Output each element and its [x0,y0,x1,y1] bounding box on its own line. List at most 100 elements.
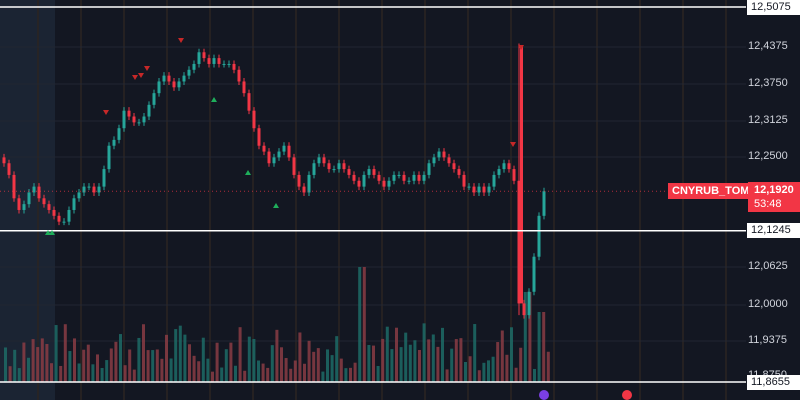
volume-bar [450,348,454,382]
volume-bar [307,340,311,382]
volume-bar [105,360,109,382]
candle [517,180,521,304]
candle [152,93,156,105]
candle [177,81,181,88]
volume-bar [533,368,536,382]
candle [337,163,341,170]
candle [372,169,376,175]
volume-bar [123,365,127,382]
volume-bar [537,312,541,382]
volume-bar [505,354,509,382]
volume-bar [445,369,449,382]
volume-bar [372,345,375,382]
candle [442,151,446,158]
candle [252,110,256,129]
sell-signal-icon [510,142,516,147]
volume-bar [358,267,362,382]
candle [417,174,421,181]
candle [202,52,206,59]
candle [302,186,306,193]
sell-signal-icon [144,66,150,71]
volume-bar [496,342,500,382]
volume-bar [132,369,136,382]
horizontal-line-label[interactable]: 12,5075 [747,0,800,15]
volume-bar [266,367,270,382]
candle [77,192,81,199]
buy-signal-icon [273,203,279,208]
volume-bar [482,362,486,382]
candle [212,58,216,64]
buy-signal-icon [49,230,55,235]
event-icon [539,390,549,400]
volume-bar [188,344,191,382]
horizontal-line-label[interactable]: 12,1245 [747,223,800,238]
volume-bar [183,334,187,382]
candle [262,145,266,152]
volume-bar [68,351,72,382]
candle [312,163,316,175]
current-price: 12,1920 [754,184,794,196]
candle [217,58,221,64]
volume-bar [211,371,214,382]
volume-bar [215,342,219,382]
volume-bar [303,363,306,382]
price-axis-label: 12,2500 [748,150,788,162]
candle [392,174,396,181]
volume-bar [192,355,196,382]
candle [207,58,211,64]
volume-bar [326,349,329,382]
buy-signal-icon [45,230,51,235]
volume-bar [459,338,463,382]
candle [42,198,46,205]
candle [492,174,496,187]
volume-bar [91,364,95,382]
candle [2,157,6,164]
candle [107,145,111,170]
candle [427,163,431,175]
volume-bar [418,349,421,382]
volume-bar [385,326,389,382]
volume-bar [36,347,40,382]
candle [512,169,516,181]
candle [127,110,131,117]
volume-bar [500,330,504,382]
volume-bar [468,356,472,382]
candle [172,81,176,88]
candle [272,157,276,164]
volume-bar [399,347,403,382]
volume-bar [436,346,440,382]
candle [407,180,411,182]
candle [27,192,31,205]
candle [52,209,56,216]
volume-bar [252,338,256,382]
candle [277,151,281,158]
volume-bar [427,339,431,382]
buy-signal-icon [245,170,251,175]
candle [537,215,541,257]
volume-bar [174,329,178,382]
volume-bar [206,358,210,382]
candle [357,180,361,187]
candle [457,169,461,175]
candle [307,174,311,193]
candle [402,174,406,181]
volume-bar [128,349,132,382]
volume-bar [284,358,288,382]
volume-bar [404,332,408,382]
bar-countdown: 53:48 [754,198,782,210]
volume-bar [137,337,141,382]
price-axis-label: 12,4375 [748,40,788,52]
candle [522,303,526,316]
sell-signal-icon [132,75,138,80]
horizontal-line-label[interactable]: 11,8655 [747,375,800,390]
symbol-label: CNYRUB_TOM [668,183,754,199]
volume-bar [22,342,26,382]
price-axis-label: 12,3750 [748,77,788,89]
price-axis-label: 12,0625 [748,260,788,272]
volume-bar [77,363,81,382]
volume-bar [487,360,490,382]
volume-bar [96,354,99,382]
volume-bar [4,347,7,382]
